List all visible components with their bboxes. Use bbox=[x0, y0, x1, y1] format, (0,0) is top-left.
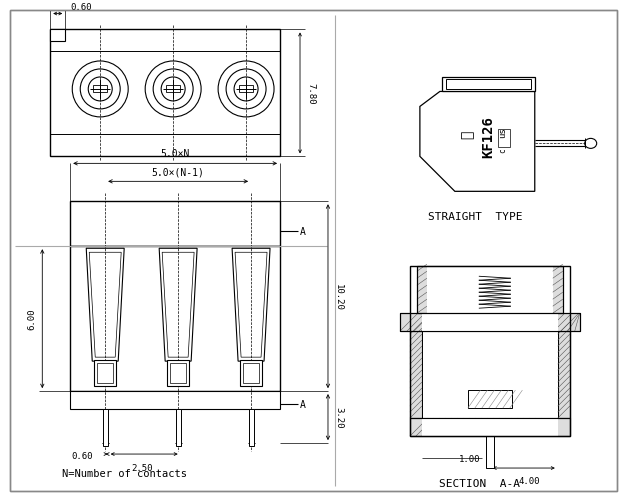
Bar bbox=[400, 314, 580, 332]
Bar bbox=[248, 409, 253, 446]
Bar bbox=[410, 418, 570, 436]
Bar bbox=[50, 31, 280, 157]
Text: 2.50: 2.50 bbox=[131, 463, 152, 472]
Bar bbox=[243, 363, 259, 383]
Bar bbox=[170, 363, 186, 383]
Text: 0.60: 0.60 bbox=[70, 3, 92, 12]
Text: SECTION  A-A: SECTION A-A bbox=[440, 478, 520, 488]
Bar bbox=[166, 86, 180, 93]
Text: us: us bbox=[498, 127, 507, 137]
Text: 5.0×(N-1): 5.0×(N-1) bbox=[152, 167, 204, 177]
Bar bbox=[410, 418, 570, 436]
Bar bbox=[176, 409, 181, 446]
Bar bbox=[93, 86, 107, 93]
Text: A: A bbox=[300, 399, 306, 409]
Bar bbox=[70, 202, 280, 247]
Bar bbox=[498, 130, 510, 148]
Text: 正: 正 bbox=[461, 130, 475, 138]
Polygon shape bbox=[420, 92, 535, 192]
Bar bbox=[417, 267, 563, 314]
Bar bbox=[97, 363, 113, 383]
Bar bbox=[94, 360, 116, 386]
Text: KF126: KF126 bbox=[481, 116, 495, 158]
Text: 7.80: 7.80 bbox=[306, 83, 315, 105]
Text: 5.0×N: 5.0×N bbox=[161, 149, 190, 159]
Text: 4.00: 4.00 bbox=[518, 476, 539, 485]
Text: A: A bbox=[300, 227, 306, 237]
Bar bbox=[167, 360, 189, 386]
Bar bbox=[422, 314, 558, 332]
Bar bbox=[50, 31, 65, 43]
Text: 6.00: 6.00 bbox=[28, 308, 36, 330]
Bar bbox=[103, 409, 108, 446]
Bar bbox=[410, 332, 422, 418]
Bar bbox=[70, 247, 280, 391]
Text: 3.20: 3.20 bbox=[334, 406, 343, 428]
Bar bbox=[417, 267, 563, 314]
Text: 10.20: 10.20 bbox=[334, 283, 343, 310]
Bar bbox=[422, 418, 558, 436]
Bar bbox=[70, 391, 280, 409]
Text: 0.60: 0.60 bbox=[71, 450, 93, 459]
Bar bbox=[427, 267, 553, 314]
Bar bbox=[239, 86, 253, 93]
Text: N=Number of contacts: N=Number of contacts bbox=[62, 468, 187, 478]
Bar bbox=[410, 267, 570, 436]
Text: STRAIGHT  TYPE: STRAIGHT TYPE bbox=[428, 212, 522, 222]
Bar bbox=[446, 80, 531, 90]
Bar bbox=[486, 436, 494, 468]
Bar bbox=[468, 390, 512, 408]
Text: 1.00: 1.00 bbox=[460, 453, 481, 462]
Bar bbox=[422, 332, 558, 418]
Bar bbox=[240, 360, 262, 386]
Text: c: c bbox=[498, 148, 507, 152]
Bar bbox=[400, 314, 580, 332]
Bar bbox=[558, 332, 570, 418]
Bar bbox=[442, 78, 535, 92]
